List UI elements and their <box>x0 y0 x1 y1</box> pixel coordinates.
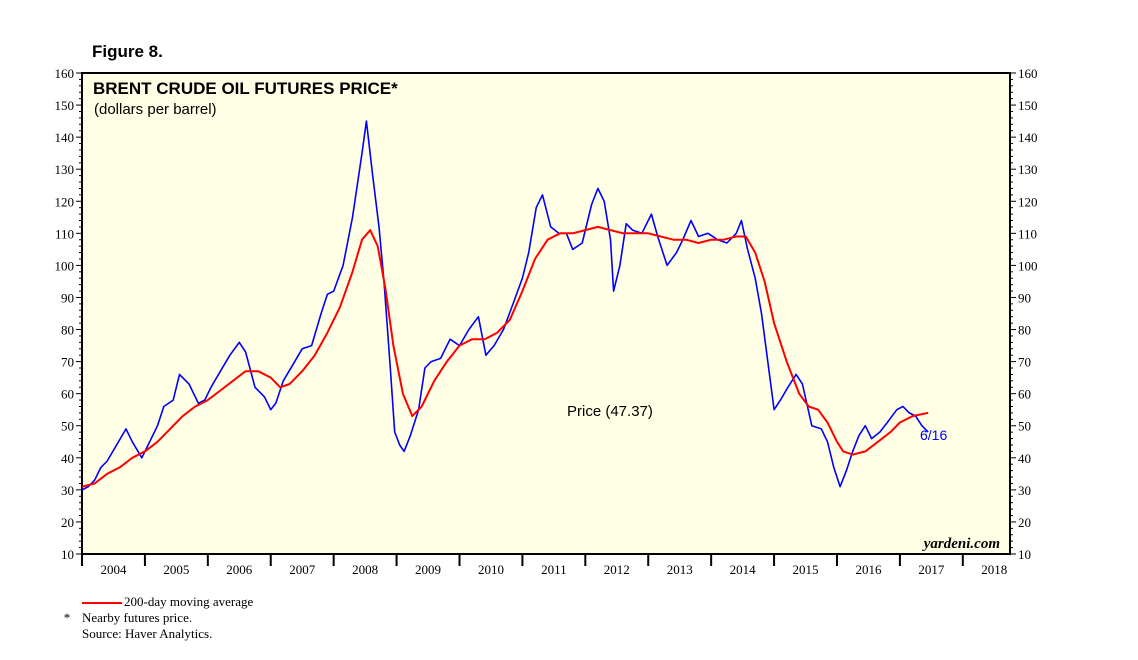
y-tick-label-right: 120 <box>1018 194 1038 209</box>
y-tick-label-left: 120 <box>55 194 75 209</box>
y-tick-label-right: 10 <box>1018 547 1031 562</box>
y-tick-label-left: 160 <box>55 66 75 81</box>
x-tick-label: 2011 <box>541 562 567 577</box>
y-tick-label-left: 20 <box>61 515 74 530</box>
y-tick-label-left: 10 <box>61 547 74 562</box>
y-tick-label-left: 140 <box>55 130 75 145</box>
x-tick-label: 2015 <box>793 562 819 577</box>
y-tick-label-left: 30 <box>61 483 74 498</box>
x-tick-label: 2016 <box>855 562 882 577</box>
y-tick-label-right: 160 <box>1018 66 1038 81</box>
y-tick-label-left: 150 <box>55 98 75 113</box>
y-tick-label-left: 50 <box>61 419 74 434</box>
y-tick-label-right: 140 <box>1018 130 1038 145</box>
x-axis: 2004 2005 2006 2007 2008 2009 2010 2011 2012 2013… <box>81 554 1007 577</box>
y-tick-label-right: 80 <box>1018 323 1031 338</box>
y-axis-right: 10 20 30 40 50 60 70 80 90 100 110 120 130 140 150 160 <box>1010 66 1038 562</box>
x-tick-label: 2014 <box>730 562 757 577</box>
x-tick-label: 2008 <box>352 562 378 577</box>
y-tick-label-left: 90 <box>61 290 74 305</box>
y-axis-left: 10 20 30 40 50 60 70 80 90 100 110 120 130 140 150 160 <box>55 66 82 562</box>
x-tick-label: 2013 <box>667 562 693 577</box>
y-tick-label-right: 70 <box>1018 355 1031 370</box>
x-tick-label: 2004 <box>100 562 127 577</box>
y-tick-label-left: 40 <box>61 451 74 466</box>
y-tick-label-right: 100 <box>1018 258 1038 273</box>
x-tick-label: 2005 <box>163 562 189 577</box>
ma-swatch <box>82 602 122 604</box>
y-tick-label-left: 110 <box>55 226 74 241</box>
x-tick-label: 2012 <box>604 562 630 577</box>
moving-average-line <box>81 225 929 488</box>
x-tick-label: 2007 <box>289 562 316 577</box>
y-tick-label-right: 90 <box>1018 290 1031 305</box>
y-tick-label-left: 70 <box>61 355 74 370</box>
y-tick-label-right: 110 <box>1018 226 1037 241</box>
date-annotation: 6/16 <box>920 427 947 443</box>
plot-background <box>81 72 1011 555</box>
y-tick-label-left: 130 <box>55 162 75 177</box>
footnote-source-text: Source: Haver Analytics. <box>82 626 213 641</box>
y-tick-label-left: 60 <box>61 387 74 402</box>
footnote-star: * <box>63 610 71 625</box>
price-annotation: Price (47.37) <box>567 403 653 420</box>
x-tick-label: 2006 <box>226 562 253 577</box>
y-tick-label-right: 30 <box>1018 483 1031 498</box>
y-tick-label-right: 130 <box>1018 162 1038 177</box>
figure-label: Figure 8. <box>92 42 163 61</box>
x-tick-label: 2010 <box>478 562 504 577</box>
price-line <box>81 120 929 491</box>
y-tick-label-right: 50 <box>1018 419 1031 434</box>
chart-subtitle: (dollars per barrel) <box>94 101 217 118</box>
y-tick-label-left: 100 <box>55 258 75 273</box>
x-tick-label: 2009 <box>415 562 441 577</box>
watermark: yardeni.com <box>922 536 1000 552</box>
footnote-nearby-text: Nearby futures price. <box>82 610 193 625</box>
chart-lines <box>81 120 929 491</box>
y-tick-label-left: 80 <box>61 323 74 338</box>
legend-ma-label: 200-day moving average <box>124 594 254 609</box>
x-tick-label: 2017 <box>918 562 945 577</box>
y-tick-label-right: 20 <box>1018 515 1031 530</box>
y-tick-label-right: 60 <box>1018 387 1031 402</box>
y-tick-label-right: 40 <box>1018 451 1031 466</box>
x-tick-label: 2018 <box>981 562 1007 577</box>
chart-title: BRENT CRUDE OIL FUTURES PRICE* <box>93 79 398 98</box>
y-tick-label-right: 150 <box>1018 98 1038 113</box>
